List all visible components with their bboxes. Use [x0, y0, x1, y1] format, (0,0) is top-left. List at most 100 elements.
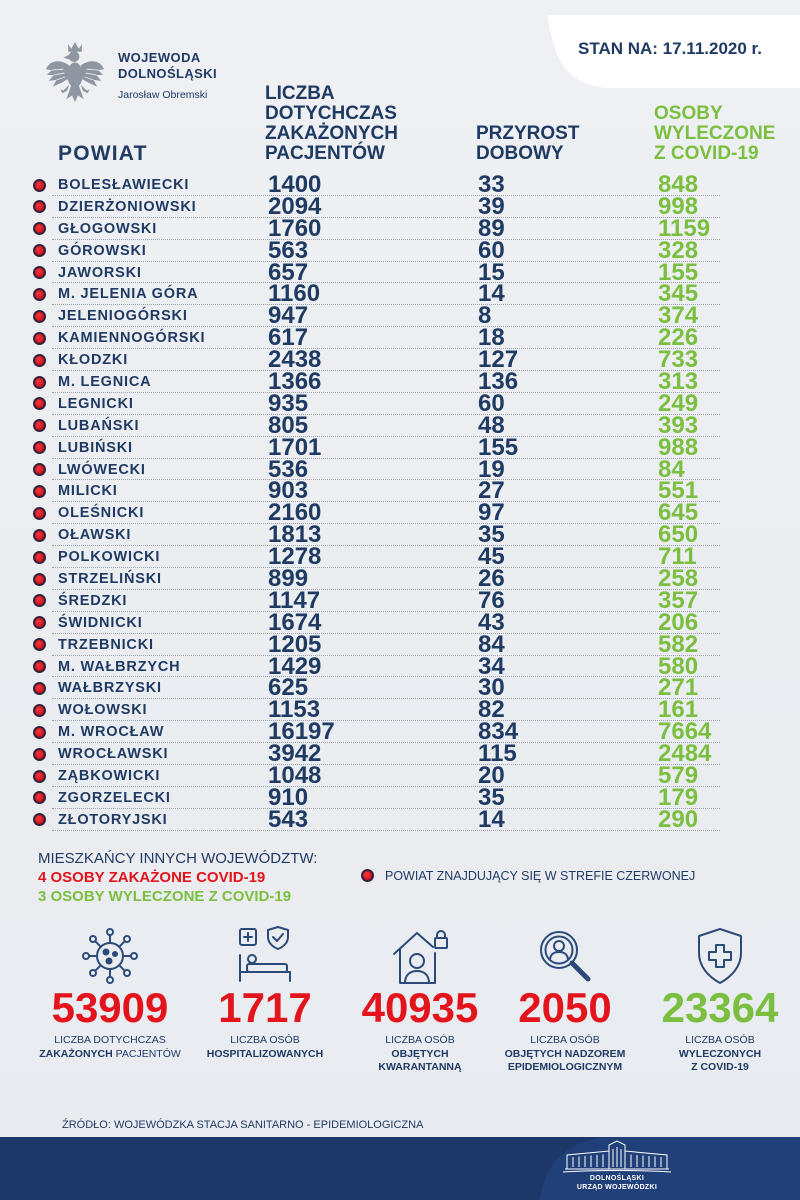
powiat-name: TRZEBNICKI [58, 636, 154, 653]
red-zone-dot-icon [33, 463, 46, 477]
powiat-name: M. JELENIA GÓRA [58, 286, 199, 303]
table-row: ZGORZELECKI 910 35 179 [30, 783, 720, 811]
total-quarantine-value: 40935 [361, 984, 479, 1031]
daily-increase: 20 [478, 762, 505, 790]
caption-bold: KWARANTANNĄ [378, 1061, 462, 1073]
shield-cross-icon [698, 928, 742, 984]
recovered-count: 711 [658, 543, 697, 571]
infected-count: 899 [268, 565, 309, 593]
table-row: ZŁOTORYJSKI 543 14 290 [30, 807, 720, 831]
recovered-count: 650 [658, 521, 699, 549]
infected-count: 2438 [268, 346, 322, 374]
total-hospitalized-value: 1717 [218, 984, 312, 1031]
recovered-count: 345 [658, 280, 699, 308]
daily-increase: 27 [478, 477, 505, 505]
red-zone-dot-icon [33, 484, 46, 498]
infected-count: 947 [268, 302, 309, 330]
column-header-recovered-line: Z COVID-19 [654, 143, 759, 164]
table-row: LEGNICKI 935 60 249 [30, 389, 720, 417]
org-line-2: DOLNOŚLĄSKI [118, 66, 218, 81]
total-recovered-caption: LICZBA OSÓB WYLECZONYCH Z COVID-19 [648, 1034, 793, 1075]
column-header-infected-line: DOTYCHCZAS [265, 103, 397, 124]
table-row: ŚWIDNICKI 1674 43 206 [30, 608, 720, 636]
recovered-count: 155 [658, 258, 699, 286]
daily-increase: 834 [478, 718, 519, 746]
table-row: ZĄBKOWICKI 1048 20 579 [30, 762, 720, 790]
red-zone-dot-icon [33, 747, 46, 761]
red-zone-dot-icon [33, 813, 46, 827]
recovered-count: 7664 [658, 718, 712, 746]
red-zone-dot-icon [33, 506, 46, 520]
recovered-count: 226 [658, 324, 699, 352]
caption-bold: EPIDEMIOLOGICZNYM [507, 1061, 623, 1073]
red-zone-dot-icon [33, 638, 46, 652]
infected-count: 910 [268, 783, 309, 811]
red-zone-dot-icon [33, 725, 46, 739]
red-zone-dot-icon [33, 375, 46, 389]
daily-increase: 15 [478, 258, 505, 286]
caption-line: PACJENTÓW [115, 1047, 181, 1060]
daily-increase: 115 [478, 740, 517, 768]
infected-count: 1147 [268, 586, 321, 614]
recovered-count: 271 [658, 674, 699, 702]
infected-count: 563 [268, 236, 309, 264]
recovered-count: 733 [658, 346, 699, 374]
infected-count: 1701 [268, 433, 322, 461]
total-quarantine: 40935 LICZBA OSÓB OBJĘTYCH KWARANTANNĄ [348, 925, 493, 1075]
table-row: M. JELENIA GÓRA 1160 14 345 [30, 280, 720, 308]
recovered-count: 249 [658, 389, 699, 417]
recovered-count: 580 [658, 652, 699, 680]
org-name: WOJEWODA DOLNOŚLĄSKI [118, 50, 217, 82]
column-header-recovered: OSOBY WYLECZONE Z COVID-19 [654, 104, 775, 164]
powiat-name: JAWORSKI [58, 264, 142, 281]
recovered-count: 328 [658, 236, 699, 264]
daily-increase: 35 [478, 783, 505, 811]
table-row: M. WAŁBRZYCH 1429 34 580 [30, 652, 720, 680]
powiat-name: ŚREDZKI [58, 592, 128, 609]
hospital-bed-icon [239, 926, 291, 982]
powiat-name: M. WAŁBRZYCH [58, 658, 181, 675]
recovered-count: 179 [658, 783, 699, 811]
infected-count: 1760 [268, 214, 322, 242]
total-quarantine-caption: LICZBA OSÓB OBJĘTYCH KWARANTANNĄ [348, 1034, 493, 1075]
infected-count: 1366 [268, 368, 322, 396]
red-zone-dot-icon [33, 441, 46, 455]
powiat-name: KŁODZKI [58, 352, 129, 369]
red-zone-dot-icon [33, 572, 46, 586]
daily-increase: 39 [478, 192, 505, 220]
total-infected: 53909 LICZBA DOTYCHCZAS ZAKAŻONYCH PACJE… [38, 925, 183, 1061]
recovered-count: 357 [658, 586, 699, 614]
red-zone-dot-icon [361, 869, 374, 882]
total-infected-caption: LICZBA DOTYCHCZAS ZAKAŻONYCH PACJENTÓW [38, 1034, 183, 1061]
infected-count: 1674 [268, 608, 322, 636]
table-row: LWÓWECKI 536 19 84 [30, 455, 720, 483]
recovered-count: 84 [658, 455, 685, 483]
red-zone-dot-icon [33, 244, 46, 258]
table-row: TRZEBNICKI 1205 84 582 [30, 632, 720, 656]
powiat-name: LWÓWECKI [58, 461, 146, 478]
red-zone-dot-icon [33, 703, 46, 717]
table-row: GÓROWSKI 563 60 328 [30, 236, 720, 264]
table-row: JELENIOGÓRSKI 947 8 374 [30, 302, 720, 330]
recovered-count: 579 [658, 762, 699, 790]
recovered-count: 988 [658, 433, 699, 461]
total-hospitalized-caption: LICZBA OSÓB HOSPITALIZOWANYCH [193, 1034, 338, 1061]
daily-increase: 33 [478, 171, 505, 198]
house-person-lock-icon [393, 930, 448, 984]
infected-count: 1813 [268, 521, 322, 549]
powiat-name: GŁOGOWSKI [58, 220, 158, 237]
red-zone-dot-icon [33, 419, 46, 433]
table-row: BOLESŁAWIECKI 1400 33 848 [30, 171, 720, 198]
caption-line: LICZBA OSÓB [685, 1034, 755, 1046]
daily-increase: 35 [478, 521, 505, 549]
table-row: M. WROCŁAW 16197 834 7664 [30, 718, 720, 746]
recovered-count: 1159 [658, 214, 711, 242]
daily-increase: 43 [478, 608, 505, 636]
powiat-name: OLEŚNICKI [58, 505, 145, 522]
caption-line: LICZBA DOTYCHCZAS [54, 1034, 166, 1046]
red-zone-dot-icon [33, 266, 46, 280]
powiat-name: ZĄBKOWICKI [58, 768, 161, 785]
total-supervision-value: 2050 [518, 984, 612, 1031]
recovered-count: 206 [658, 608, 699, 636]
table-row: KŁODZKI 2438 127 733 [30, 346, 720, 374]
